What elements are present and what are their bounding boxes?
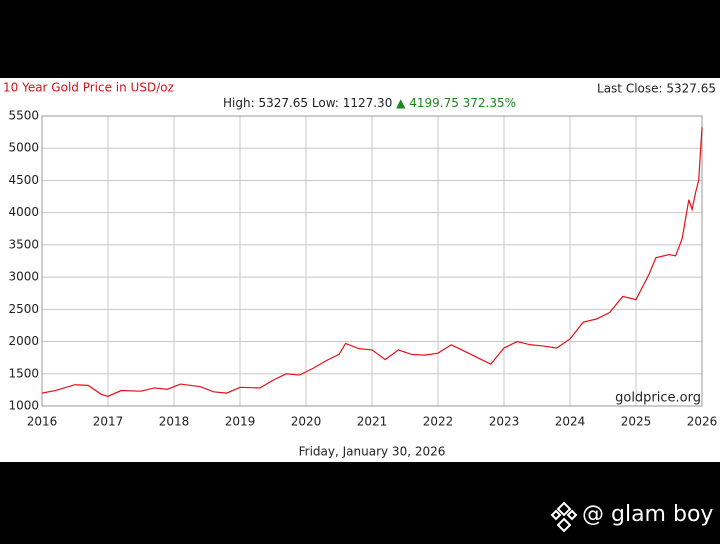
x-tick-label: 2020 [291, 415, 322, 429]
x-tick-label: 2019 [225, 415, 256, 429]
y-tick-label: 4500 [8, 173, 39, 187]
chart-title: 10 Year Gold Price in USD/oz [3, 81, 174, 95]
x-tick-label: 2018 [159, 415, 190, 429]
watermark-icon [550, 501, 578, 533]
x-tick-label: 2016 [27, 415, 58, 429]
plot: 1000 1500 2000 2500 3000 3500 4000 4500 5000 5500… [8, 109, 717, 429]
x-tick-label: 2017 [93, 415, 124, 429]
y-tick-label: 1000 [8, 399, 39, 413]
x-tick-label: 2021 [357, 415, 388, 429]
y-tick-label: 1500 [8, 366, 39, 380]
x-tick-label: 2026 [687, 415, 718, 429]
source: goldprice.org [615, 391, 701, 406]
y-tick-label: 5000 [8, 141, 39, 155]
plot-border [41, 115, 703, 407]
stats: High: 5327.65 Low: 1127.30 ▲ 4199.75 372… [223, 96, 516, 110]
date: Friday, January 30, 2026 [299, 445, 446, 459]
y-tick-label: 3500 [8, 237, 39, 251]
chart-panel [0, 78, 720, 462]
x-tick-label: 2024 [555, 415, 586, 429]
y-tick-label: 5500 [8, 109, 39, 123]
y-tick-label: 2500 [8, 302, 39, 316]
x-tick-label: 2023 [489, 415, 520, 429]
stats-change: ▲ 4199.75 372.35% [396, 96, 516, 110]
x-tick-label: 2022 [423, 415, 454, 429]
watermark: @ glam boy [582, 502, 713, 527]
price-line [41, 127, 703, 397]
stats-range: High: 5327.65 Low: 1127.30 [223, 96, 392, 110]
y-tick-label: 4000 [8, 205, 39, 219]
y-tick-label: 2000 [8, 334, 39, 348]
y-tick-label: 3000 [8, 270, 39, 284]
last-close: Last Close: 5327.65 [597, 82, 716, 96]
x-tick-label: 2025 [621, 415, 652, 429]
